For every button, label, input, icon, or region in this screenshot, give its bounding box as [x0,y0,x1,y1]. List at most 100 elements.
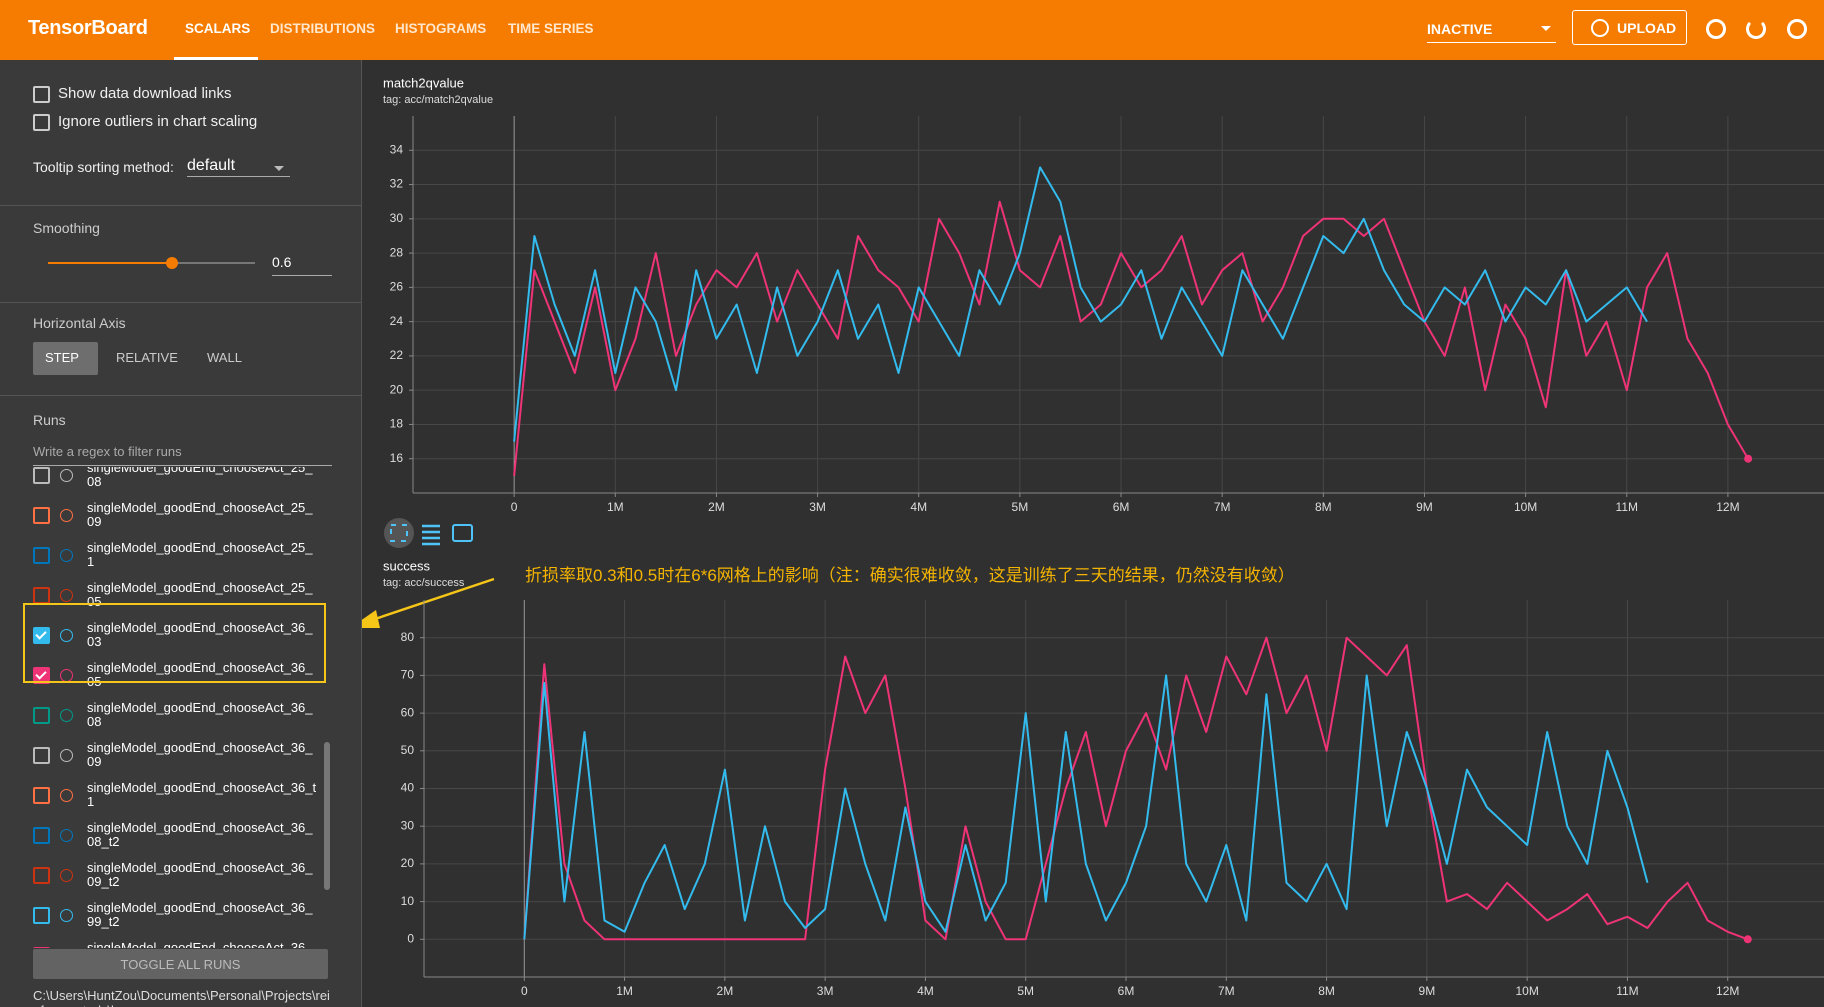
reload-button[interactable] [1746,19,1766,39]
y-tick-label: 60 [401,705,415,719]
x-tick-label: 8M [1318,984,1335,998]
run-checkbox[interactable] [33,866,50,884]
y-tick-label: 50 [401,743,415,757]
x-tick-label: 6M [1118,984,1135,998]
fit-domain-button[interactable] [452,524,473,542]
run-checkbox[interactable] [33,746,50,764]
run-name: singleModel_goodEnd_chooseAct_36_08_t2 [87,820,313,849]
run-row: singleModel_goodEnd_chooseAct_36_08_t2 [33,815,323,855]
option-label: Ignore outliers in chart scaling [58,113,258,130]
x-tick-label: 10M [1515,984,1538,998]
run-name: singleModel_goodEnd_chooseAct_25_09 [87,500,313,529]
toggle-all-button[interactable]: TOGGLE ALL RUNS [33,949,328,979]
x-tick-label: 7M [1214,500,1231,514]
run-color[interactable] [60,908,73,922]
run-checkbox[interactable] [33,706,50,724]
run-name: singleModel_goodEnd_chooseAct_36_t1 [87,780,317,809]
run-color[interactable] [60,628,73,642]
x-tick-label: 7M [1218,984,1235,998]
x-tick-label: 4M [910,500,927,514]
slider-knob[interactable] [166,257,179,269]
run-color[interactable] [60,868,73,882]
chart-title: success [383,558,430,573]
chart-tag: tag: acc/match2qvalue [383,94,493,106]
checkbox[interactable] [33,114,50,131]
x-tick-label: 10M [1514,500,1537,514]
series-end-dot [1743,935,1752,944]
section-label: Smoothing [33,220,100,236]
tab[interactable]: HISTOGRAMS [395,21,487,36]
checkbox[interactable] [33,86,50,103]
run-row: singleModel_goodEnd_chooseAct_36_99_t2 [33,895,323,935]
run-checkbox[interactable] [33,506,50,524]
y-tick-label: 20 [390,382,404,396]
x-tick-label: 12M [1716,500,1739,514]
run-checkbox[interactable] [33,546,50,564]
fullscreen-button[interactable] [384,518,414,548]
tab[interactable]: TIME SERIES [508,21,594,36]
input-underline [33,465,332,466]
series-line [523,674,1649,940]
chart-tag: tag: acc/success [383,577,465,589]
run-checkbox[interactable] [33,826,50,844]
y-tick-label: 34 [390,142,404,156]
tooltip-label: Tooltip sorting method: [33,159,174,175]
run-color[interactable] [60,588,73,602]
run-color[interactable] [60,548,73,562]
run-row: singleModel_goodEnd_chooseAct_36_t1 [33,775,323,815]
series-line [513,200,1749,476]
y-tick-label: 30 [390,211,404,225]
run-checkbox[interactable] [33,906,50,924]
run-color[interactable] [60,828,73,842]
divider [0,205,361,206]
y-tick-label: 70 [401,668,415,682]
y-tick-label: 40 [401,781,415,795]
divider [0,395,361,396]
run-row: singleModel_goodEnd_chooseAct_25_08 [33,467,323,495]
run-name: singleModel_goodEnd_chooseAct_36_punishe… [87,940,313,949]
run-checkbox[interactable] [33,946,50,948]
info-icon [1591,19,1609,37]
x-tick-label: 0 [511,500,518,514]
option-label: Show data download links [58,85,232,102]
axis-option[interactable]: STEP [45,350,79,365]
smoothing-input[interactable]: 0.6 [272,254,292,270]
run-checkbox[interactable] [33,467,50,484]
chart: match2qvalue tag: acc/match2qvalue 16 18 20 2… [383,75,1824,514]
x-tick-label: 11M [1616,500,1638,514]
run-color[interactable] [60,788,73,802]
settings-button[interactable] [1787,19,1807,39]
series-line [513,166,1648,442]
tab[interactable]: DISTRIBUTIONS [270,21,376,36]
run-row: singleModel_goodEnd_chooseAct_25_05 [33,575,323,615]
run-checkbox[interactable] [33,586,50,604]
top-bar: TensorBoard SCALARS DISTRIBUTIONS HISTOGRAM… [0,0,1824,60]
run-row: singleModel_goodEnd_chooseAct_36_08 [33,695,323,735]
y-tick-label: 28 [390,245,404,259]
status-select[interactable]: INACTIVE [1427,21,1493,37]
axis-option[interactable]: RELATIVE [116,350,178,365]
theme-button[interactable] [1706,19,1726,39]
run-name: singleModel_goodEnd_chooseAct_36_09_t2 [87,860,313,889]
run-checkbox[interactable] [33,626,50,644]
tooltip-select[interactable]: default [187,157,236,174]
chart-toolbar [384,518,473,548]
brand: TensorBoard [28,17,148,39]
run-color[interactable] [60,748,73,762]
tab[interactable]: SCALARS [185,21,251,36]
axis-option[interactable]: WALL [207,350,242,365]
input-underline [272,275,332,276]
run-name: singleModel_goodEnd_chooseAct_36_09 [87,740,313,769]
run-checkbox[interactable] [33,786,50,804]
upload-button[interactable]: UPLOAD [1572,10,1687,45]
run-color[interactable] [60,708,73,722]
run-color[interactable] [60,508,73,522]
scrollbar-thumb [324,742,330,890]
legend-button[interactable] [422,524,440,546]
y-tick-label: 24 [390,314,404,328]
run-color[interactable] [60,468,73,482]
run-filter[interactable]: Write a regex to filter runs [33,444,182,459]
